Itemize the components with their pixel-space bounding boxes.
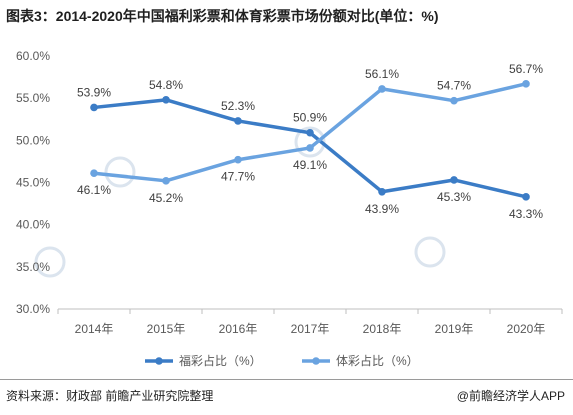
chart-title: 图表3：2014-2020年中国福利彩票和体育彩票市场份额对比(单位：%) bbox=[6, 8, 439, 24]
data-point bbox=[234, 117, 242, 125]
x-tick-label: 2015年 bbox=[147, 322, 186, 336]
data-point bbox=[306, 144, 314, 152]
brand-credit: @前瞻经济学人APP bbox=[456, 389, 565, 403]
legend-marker bbox=[155, 357, 163, 365]
data-label: 46.1% bbox=[77, 183, 111, 197]
data-label: 45.3% bbox=[437, 190, 471, 204]
data-label: 56.7% bbox=[509, 62, 543, 76]
x-tick-label: 2014年 bbox=[75, 322, 114, 336]
data-label: 54.8% bbox=[149, 78, 183, 92]
data-point bbox=[450, 96, 458, 105]
data-label: 45.2% bbox=[149, 191, 183, 205]
y-tick-label: 45.0% bbox=[16, 176, 50, 190]
legend-marker bbox=[312, 357, 320, 365]
y-tick-label: 40.0% bbox=[16, 218, 50, 232]
data-point bbox=[162, 177, 170, 185]
y-tick-label: 55.0% bbox=[16, 91, 50, 105]
data-label: 47.7% bbox=[221, 170, 255, 184]
legend-label: 福彩占比（%） bbox=[179, 353, 262, 368]
data-point bbox=[378, 187, 386, 196]
watermark-logo bbox=[104, 156, 136, 188]
watermark-logo bbox=[34, 246, 66, 278]
line-chart: 60.0% 55.0% 50.0% 45.0% 40.0% 35.0% 30.0% 2014… bbox=[16, 49, 563, 368]
data-point bbox=[450, 176, 458, 184]
data-label: 43.9% bbox=[365, 202, 399, 216]
data-label: 56.1% bbox=[365, 67, 399, 81]
data-label: 52.3% bbox=[221, 99, 255, 113]
data-point bbox=[522, 193, 530, 201]
y-tick-label: 50.0% bbox=[16, 133, 50, 147]
data-label: 53.9% bbox=[77, 85, 111, 99]
data-label-group: 53.9% 54.8% 52.3% 50.9% 43.9% 45.3% 43.3% 46.1%… bbox=[77, 62, 543, 221]
y-tick-label: 35.0% bbox=[16, 260, 50, 274]
data-label: 43.3% bbox=[509, 207, 543, 221]
data-point bbox=[90, 169, 98, 178]
series-group bbox=[90, 80, 530, 201]
data-point bbox=[234, 155, 242, 164]
x-tick-label: 2017年 bbox=[291, 322, 330, 336]
x-tick-label: 2018年 bbox=[363, 322, 402, 336]
legend: 福彩占比（%） 体彩占比（%） bbox=[145, 353, 419, 368]
source-note: 资料来源：财政部 前瞻产业研究院整理 bbox=[6, 389, 214, 403]
data-label: 54.7% bbox=[437, 79, 471, 93]
watermark-group bbox=[34, 126, 446, 278]
data-point bbox=[162, 96, 170, 104]
y-axis: 60.0% 55.0% 50.0% 45.0% 40.0% 35.0% 30.0% bbox=[16, 49, 50, 316]
legend-label: 体彩占比（%） bbox=[336, 353, 419, 368]
data-label: 49.1% bbox=[293, 158, 327, 172]
x-tick-label: 2020年 bbox=[507, 322, 546, 336]
data-point bbox=[90, 103, 98, 112]
data-point bbox=[378, 85, 386, 93]
y-tick-label: 30.0% bbox=[16, 302, 50, 316]
footer-divider bbox=[0, 379, 573, 380]
x-tick-label: 2019年 bbox=[435, 322, 474, 336]
data-label: 50.9% bbox=[293, 111, 327, 125]
data-point bbox=[306, 128, 314, 137]
data-point bbox=[522, 80, 530, 88]
y-tick-label: 60.0% bbox=[16, 49, 50, 63]
x-axis: 2014年 2015年 2016年 2017年 2018年 2019年 2020年 bbox=[57, 309, 563, 336]
x-tick-label: 2016年 bbox=[219, 322, 258, 336]
watermark-logo bbox=[414, 236, 446, 268]
